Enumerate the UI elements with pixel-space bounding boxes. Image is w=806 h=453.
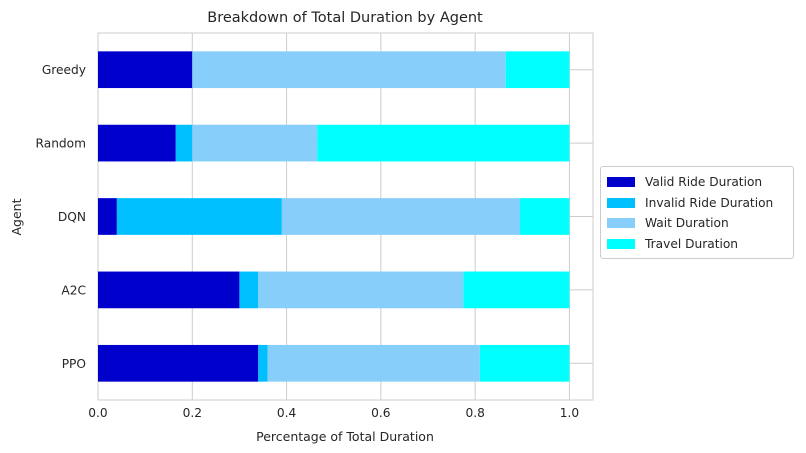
legend-swatch xyxy=(607,218,635,229)
bar-segment xyxy=(98,271,240,309)
x-tick-label: 0.6 xyxy=(371,406,390,420)
x-tick-label: 1.0 xyxy=(560,406,579,420)
legend-item-travel: Travel Duration xyxy=(607,234,787,255)
y-axis-label: Agent xyxy=(9,198,24,235)
y-tick-label: PPO xyxy=(62,357,86,371)
y-tick-label: Random xyxy=(36,137,86,151)
legend-swatch xyxy=(607,197,635,208)
x-tick-labels: 0.0 0.2 0.4 0.6 0.8 1.0 xyxy=(88,406,579,420)
legend-label: Travel Duration xyxy=(645,236,739,251)
bar-segment xyxy=(98,124,176,162)
legend-swatch xyxy=(607,177,635,188)
bar-segment xyxy=(175,124,193,162)
bar-segment xyxy=(463,271,570,309)
legend-item-invalid-ride: Invalid Ride Duration xyxy=(607,193,787,214)
x-axis-label: Percentage of Total Duration xyxy=(256,429,434,444)
bar-segment xyxy=(239,271,259,309)
bar-segment xyxy=(317,124,570,162)
y-tick-label: Greedy xyxy=(42,63,86,77)
x-tick-label: 0.8 xyxy=(465,406,484,420)
bars-group xyxy=(98,51,570,382)
y-tick-label: A2C xyxy=(61,283,86,297)
y-tick-label: DQN xyxy=(58,210,86,224)
legend-label: Valid Ride Duration xyxy=(645,175,763,190)
bar-segment xyxy=(98,51,193,89)
legend-item-valid-ride: Valid Ride Duration xyxy=(607,172,787,193)
legend-swatch xyxy=(607,238,635,249)
bar-segment xyxy=(192,51,506,89)
y-tick-labels: PPO A2C DQN Random Greedy xyxy=(36,63,86,371)
bar-segment xyxy=(519,198,570,235)
legend-label: Wait Duration xyxy=(645,216,729,231)
bar-segment xyxy=(267,344,480,382)
legend: Valid Ride Duration Invalid Ride Duratio… xyxy=(600,166,794,259)
bar-segment xyxy=(192,124,318,162)
legend-item-wait: Wait Duration xyxy=(607,213,787,234)
bar-segment xyxy=(258,271,464,309)
bar-segment xyxy=(258,344,268,382)
x-tick-label: 0.2 xyxy=(183,406,202,420)
bar-segment xyxy=(281,198,520,235)
bar-segment xyxy=(98,198,117,235)
bar-segment xyxy=(505,51,570,89)
legend-label: Invalid Ride Duration xyxy=(645,195,774,210)
bar-segment xyxy=(116,198,282,235)
chart-title: Breakdown of Total Duration by Agent xyxy=(207,10,483,26)
x-tick-label: 0.0 xyxy=(88,406,107,420)
bar-segment xyxy=(98,344,259,382)
x-tick-label: 0.4 xyxy=(277,406,297,420)
bar-segment xyxy=(479,344,570,382)
